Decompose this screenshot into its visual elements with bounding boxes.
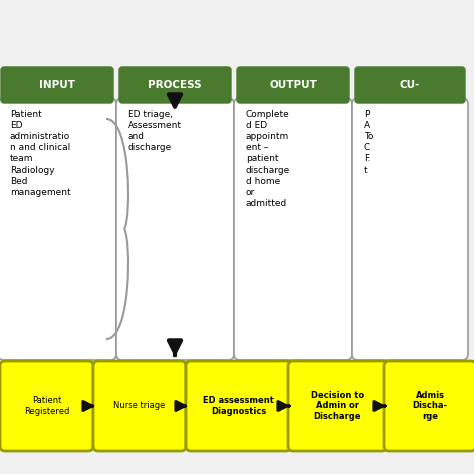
Text: INPUT: INPUT <box>39 80 75 90</box>
Text: Complete
d ED
appointm
ent –
patient
discharge
d home
or
admitted: Complete d ED appointm ent – patient dis… <box>246 110 290 208</box>
FancyBboxPatch shape <box>352 98 468 360</box>
FancyBboxPatch shape <box>234 98 352 360</box>
FancyBboxPatch shape <box>1 67 113 103</box>
FancyBboxPatch shape <box>288 361 387 451</box>
Text: PROCESS: PROCESS <box>148 80 202 90</box>
Text: Patient
ED
administratio
n and clinical
team
Radiology
Bed
management: Patient ED administratio n and clinical … <box>10 110 71 197</box>
FancyBboxPatch shape <box>116 98 234 360</box>
Text: P
A
To
C
F.
t: P A To C F. t <box>364 110 374 174</box>
FancyBboxPatch shape <box>237 67 349 103</box>
FancyBboxPatch shape <box>93 361 186 451</box>
Text: CU-: CU- <box>400 80 420 90</box>
FancyBboxPatch shape <box>384 361 474 451</box>
Text: ED assessment
Diagnostics: ED assessment Diagnostics <box>203 396 274 416</box>
FancyBboxPatch shape <box>119 67 231 103</box>
FancyBboxPatch shape <box>0 361 93 451</box>
Text: ED triage,
Assessment
and
discharge: ED triage, Assessment and discharge <box>128 110 182 152</box>
FancyBboxPatch shape <box>186 361 291 451</box>
FancyBboxPatch shape <box>355 67 465 103</box>
FancyBboxPatch shape <box>0 98 116 360</box>
Text: Patient
Registered: Patient Registered <box>24 396 69 416</box>
Text: OUTPUT: OUTPUT <box>269 80 317 90</box>
Text: Nurse triage: Nurse triage <box>113 401 166 410</box>
Text: Admis
Discha-
rge: Admis Discha- rge <box>412 391 447 421</box>
Text: Decision to
Admin or
Discharge: Decision to Admin or Discharge <box>311 391 364 421</box>
